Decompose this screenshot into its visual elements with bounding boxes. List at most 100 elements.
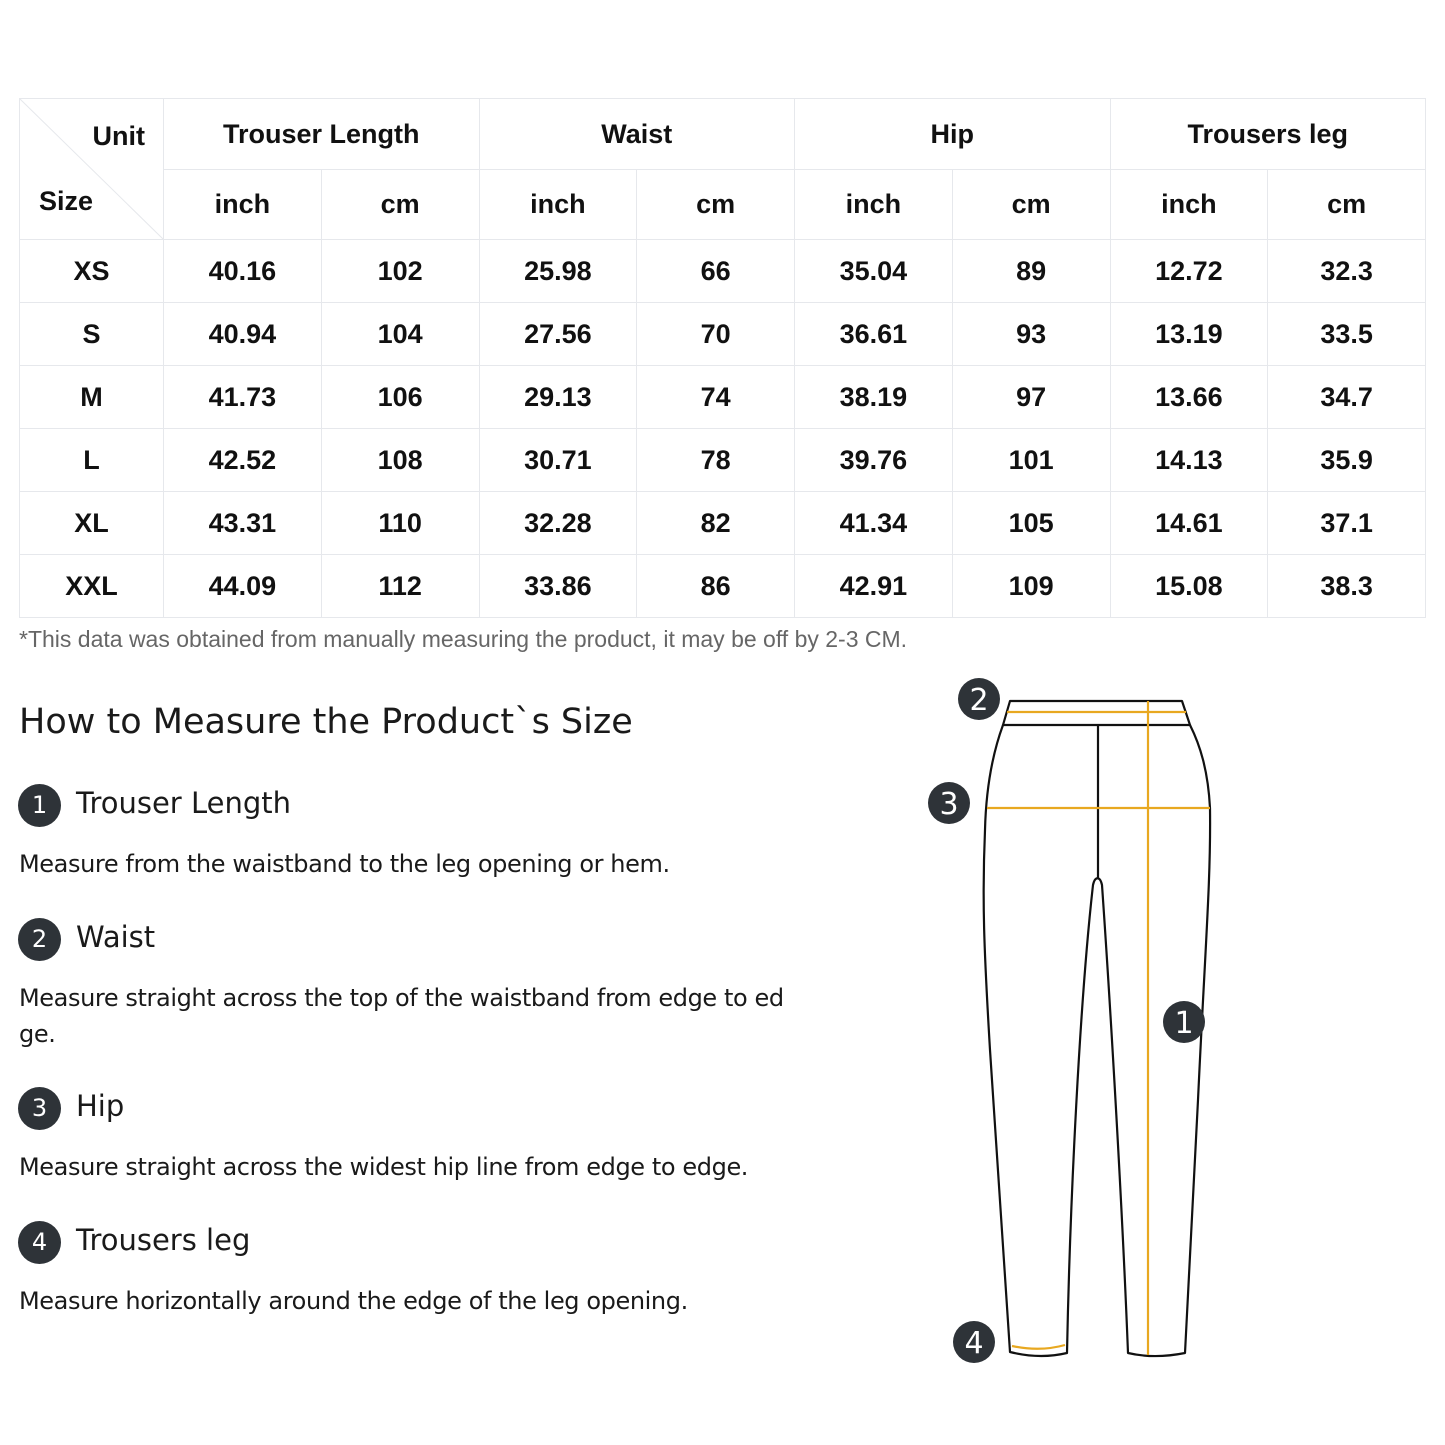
item-title: Trousers leg [76,1223,251,1257]
value-cell: 42.52 [163,428,322,492]
value-cell: 14.13 [1109,428,1269,492]
value-cell: 97 [951,365,1111,429]
value-cell: 89 [951,239,1111,303]
value-cell: 40.16 [163,239,322,303]
value-cell: 109 [951,554,1111,618]
table-row: L 42.52 108 30.71 78 39.76 101 14.13 35.9 [19,428,1426,492]
group-header: Trousers leg [1109,98,1426,170]
value-cell: 36.61 [794,302,953,366]
svg-text:3: 3 [939,787,958,822]
value-cell: 12.72 [1109,239,1269,303]
svg-text:1: 1 [1174,1006,1193,1041]
table-row: M 41.73 106 29.13 74 38.19 97 13.66 34.7 [19,365,1426,429]
marker-badges: 2 3 1 4 [928,678,1205,1363]
howto-title: How to Measure the Product`s Size [19,702,633,742]
unit-label: Unit [92,121,145,151]
unit-header: cm [951,169,1111,240]
marker-3-icon: 3 [928,782,970,824]
value-cell: 78 [636,428,795,492]
table-row: S 40.94 104 27.56 70 36.61 93 13.19 33.5 [19,302,1426,366]
value-cell: 35.9 [1267,428,1426,492]
value-cell: 25.98 [478,239,638,303]
unit-header: inch [163,169,322,240]
value-cell: 66 [636,239,795,303]
value-cell: 13.66 [1109,365,1269,429]
size-chart-table: Unit Size Trouser Length Waist Hip Trous… [19,98,1426,618]
size-cell: S [19,302,164,366]
unit-header: inch [794,169,953,240]
value-cell: 32.28 [478,491,638,555]
number-badge-icon: 4 [18,1221,61,1264]
value-cell: 42.91 [794,554,953,618]
unit-header: inch [478,169,638,240]
value-cell: 106 [320,365,480,429]
value-cell: 29.13 [478,365,638,429]
marker-1-icon: 1 [1163,1001,1205,1043]
svg-text:2: 2 [969,683,988,718]
header-row-units: inch cm inch cm inch cm inch cm [20,169,1426,240]
unit-header: cm [636,169,795,240]
number-badge-icon: 1 [18,784,61,827]
group-header: Hip [794,98,1111,170]
value-cell: 43.31 [163,491,322,555]
item-description: Measure straight across the widest hip l… [19,1153,749,1181]
table-row: XXL 44.09 112 33.86 86 42.91 109 15.08 38.3 [19,554,1426,618]
group-header: Trouser Length [163,98,480,170]
value-cell: 35.04 [794,239,953,303]
trousers-outline [982,699,1212,1358]
number-badge-icon: 2 [18,918,61,961]
unit-header: cm [320,169,480,240]
item-title: Hip [76,1089,125,1123]
table-row: XS 40.16 102 25.98 66 35.04 89 12.72 32.3 [19,239,1426,303]
value-cell: 108 [320,428,480,492]
value-cell: 112 [320,554,480,618]
measurement-lines [987,701,1210,1355]
unit-header: inch [1109,169,1269,240]
value-cell: 93 [951,302,1111,366]
value-cell: 102 [320,239,480,303]
value-cell: 30.71 [478,428,638,492]
value-cell: 70 [636,302,795,366]
size-cell: L [19,428,164,492]
size-cell: XL [19,491,164,555]
value-cell: 105 [951,491,1111,555]
value-cell: 27.56 [478,302,638,366]
item-description: Measure straight across the top of the w… [19,984,784,1048]
value-cell: 41.73 [163,365,322,429]
unit-header: cm [1267,169,1426,240]
item-title: Trouser Length [76,786,291,820]
size-cell: M [19,365,164,429]
value-cell: 40.94 [163,302,322,366]
value-cell: 101 [951,428,1111,492]
value-cell: 34.7 [1267,365,1426,429]
value-cell: 33.86 [478,554,638,618]
value-cell: 74 [636,365,795,429]
value-cell: 82 [636,491,795,555]
value-cell: 39.76 [794,428,953,492]
value-cell: 15.08 [1109,554,1269,618]
value-cell: 37.1 [1267,491,1426,555]
value-cell: 38.3 [1267,554,1426,618]
diagonal-divider [20,99,163,239]
marker-4-icon: 4 [953,1321,995,1363]
value-cell: 41.34 [794,491,953,555]
table-row: XL 43.31 110 32.28 82 41.34 105 14.61 37.1 [19,491,1426,555]
value-cell: 110 [320,491,480,555]
value-cell: 44.09 [163,554,322,618]
item-title: Waist [76,920,156,954]
value-cell: 86 [636,554,795,618]
size-cell: XS [19,239,164,303]
size-cell: XXL [19,554,164,618]
number-badge-icon: 3 [18,1087,61,1130]
header-row-groups: Unit Size Trouser Length Waist Hip Trous… [19,98,1426,240]
value-cell: 38.19 [794,365,953,429]
item-description: Measure from the waistband to the leg op… [19,850,670,878]
svg-text:4: 4 [964,1326,983,1361]
corner-header: Unit Size [19,98,164,240]
item-description: Measure horizontally around the edge of … [19,1287,688,1315]
measurement-note: *This data was obtained from manually me… [19,626,908,652]
size-label: Size [39,186,94,216]
value-cell: 14.61 [1109,491,1269,555]
group-header: Waist [478,98,795,170]
value-cell: 104 [320,302,480,366]
